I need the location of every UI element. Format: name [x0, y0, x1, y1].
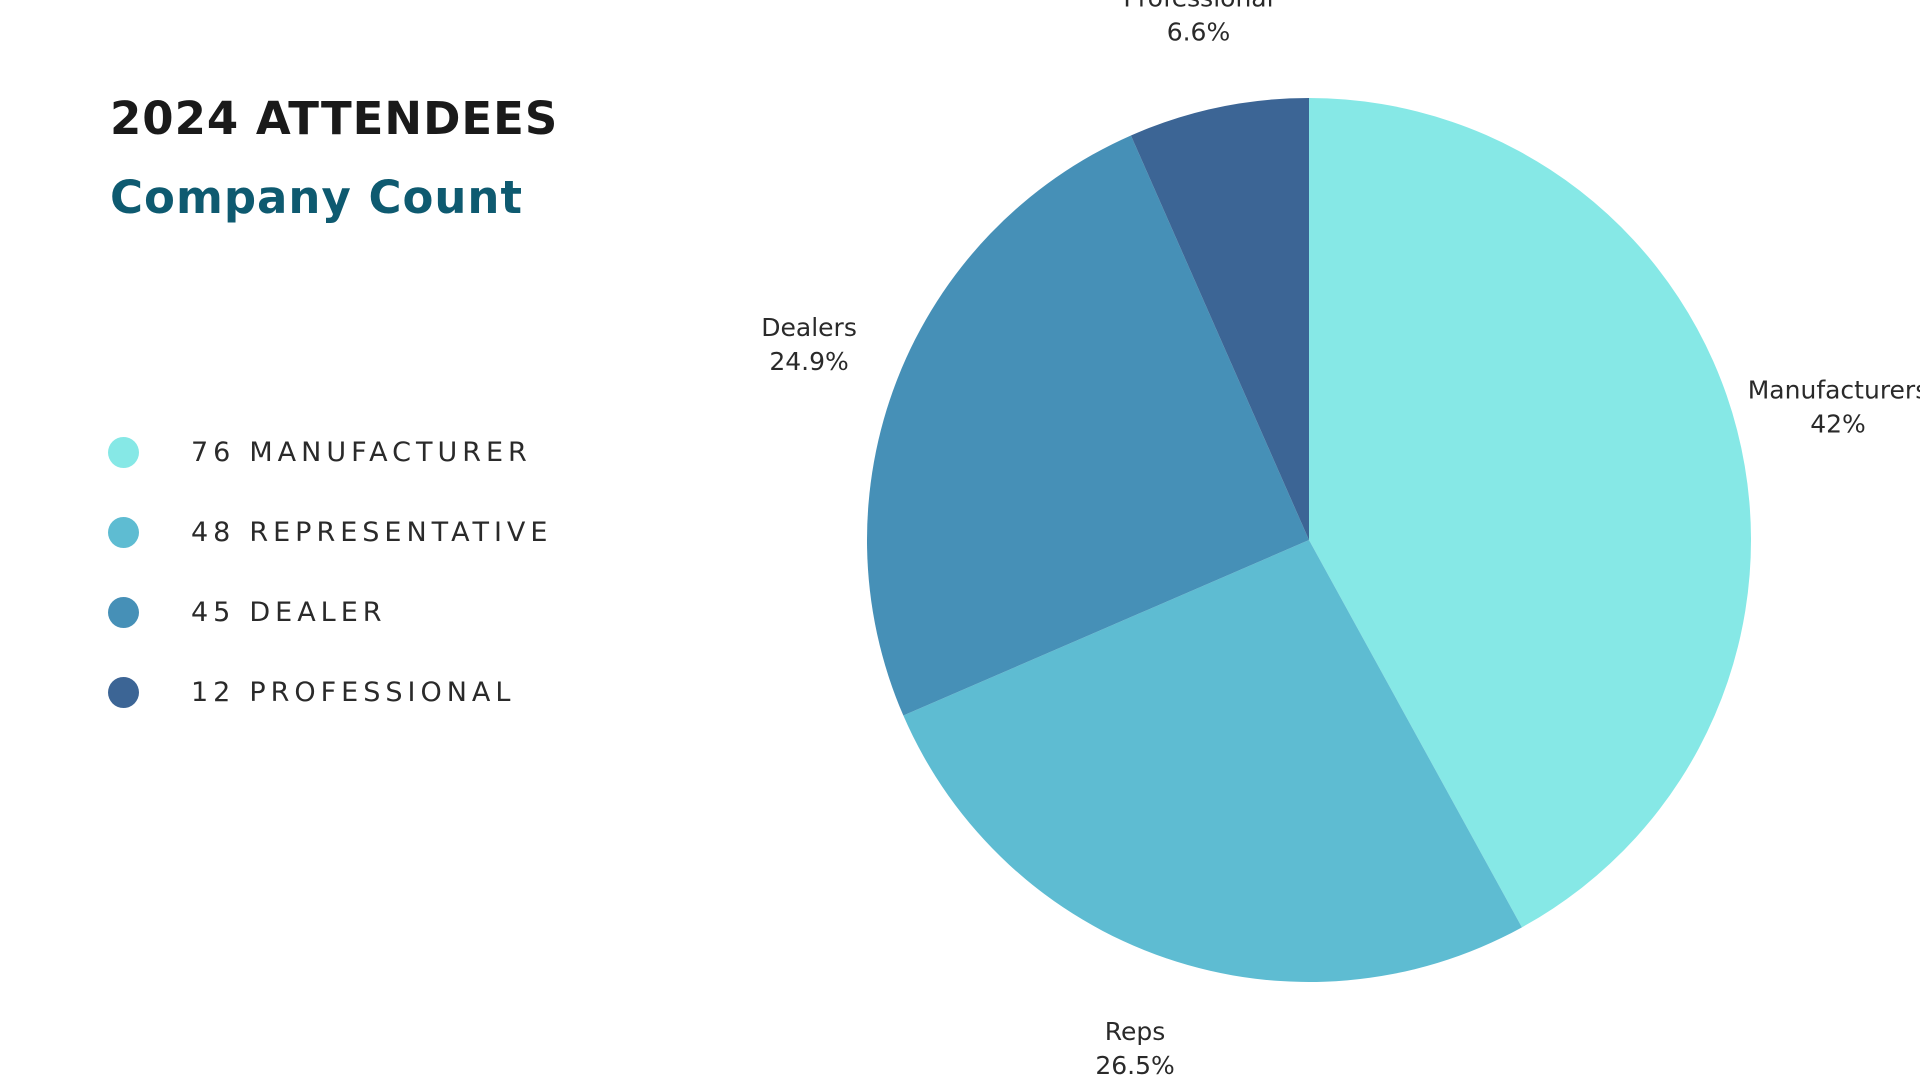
legend-count: 76	[191, 436, 236, 468]
pie-slice-reps	[903, 540, 1522, 983]
chart-title: 2024 ATTENDEES	[110, 92, 559, 145]
legend-label: PROFESSIONAL	[249, 676, 516, 708]
legend-count: 45	[191, 596, 236, 628]
pie-slice-dealers	[866, 135, 1309, 716]
legend-item-dealer: 45 DEALER	[108, 572, 552, 652]
pie-label-professional: Professional	[1123, 0, 1273, 13]
legend-swatch-dealer	[108, 596, 139, 628]
pie-label-dealers: Dealers	[761, 313, 857, 342]
legend-label: MANUFACTURER	[249, 436, 532, 468]
legend-text-professional: 12 PROFESSIONAL	[191, 677, 515, 708]
pie-percent-professional: 6.6%	[1167, 18, 1231, 47]
legend: 76 MANUFACTURER 48 REPRESENTATIVE 45 DEALER…	[108, 412, 552, 732]
legend-item-representative: 48 REPRESENTATIVE	[108, 492, 552, 572]
legend-swatch-manufacturer	[108, 436, 139, 468]
legend-label: DEALER	[249, 596, 387, 628]
pie-percent-dealers: 24.9%	[769, 347, 848, 376]
legend-text-representative: 48 REPRESENTATIVE	[191, 517, 552, 548]
pie-percent-reps: 26.5%	[1095, 1051, 1174, 1080]
pie-labels: Manufacturers 42% Reps 26.5% Dealers 24.9% Pro…	[761, 0, 1920, 1080]
legend-text-manufacturer: 76 MANUFACTURER	[191, 437, 532, 468]
pie-slice-manufacturers	[1309, 98, 1752, 928]
legend-count: 48	[191, 516, 236, 548]
chart-subtitle: Company Count	[110, 171, 523, 224]
pie-percent-manufacturers: 42%	[1810, 409, 1866, 438]
legend-item-professional: 12 PROFESSIONAL	[108, 652, 552, 732]
legend-swatch-representative	[108, 516, 139, 548]
legend-swatch-professional	[108, 676, 139, 708]
legend-label: REPRESENTATIVE	[249, 516, 553, 548]
pie-label-manufacturers: Manufacturers	[1748, 375, 1920, 404]
pie-slices	[866, 98, 1752, 983]
legend-text-dealer: 45 DEALER	[191, 597, 387, 628]
legend-count: 12	[191, 676, 236, 708]
legend-item-manufacturer: 76 MANUFACTURER	[108, 412, 552, 492]
pie-slice-professional	[1130, 98, 1309, 540]
pie-label-reps: Reps	[1105, 1017, 1166, 1046]
